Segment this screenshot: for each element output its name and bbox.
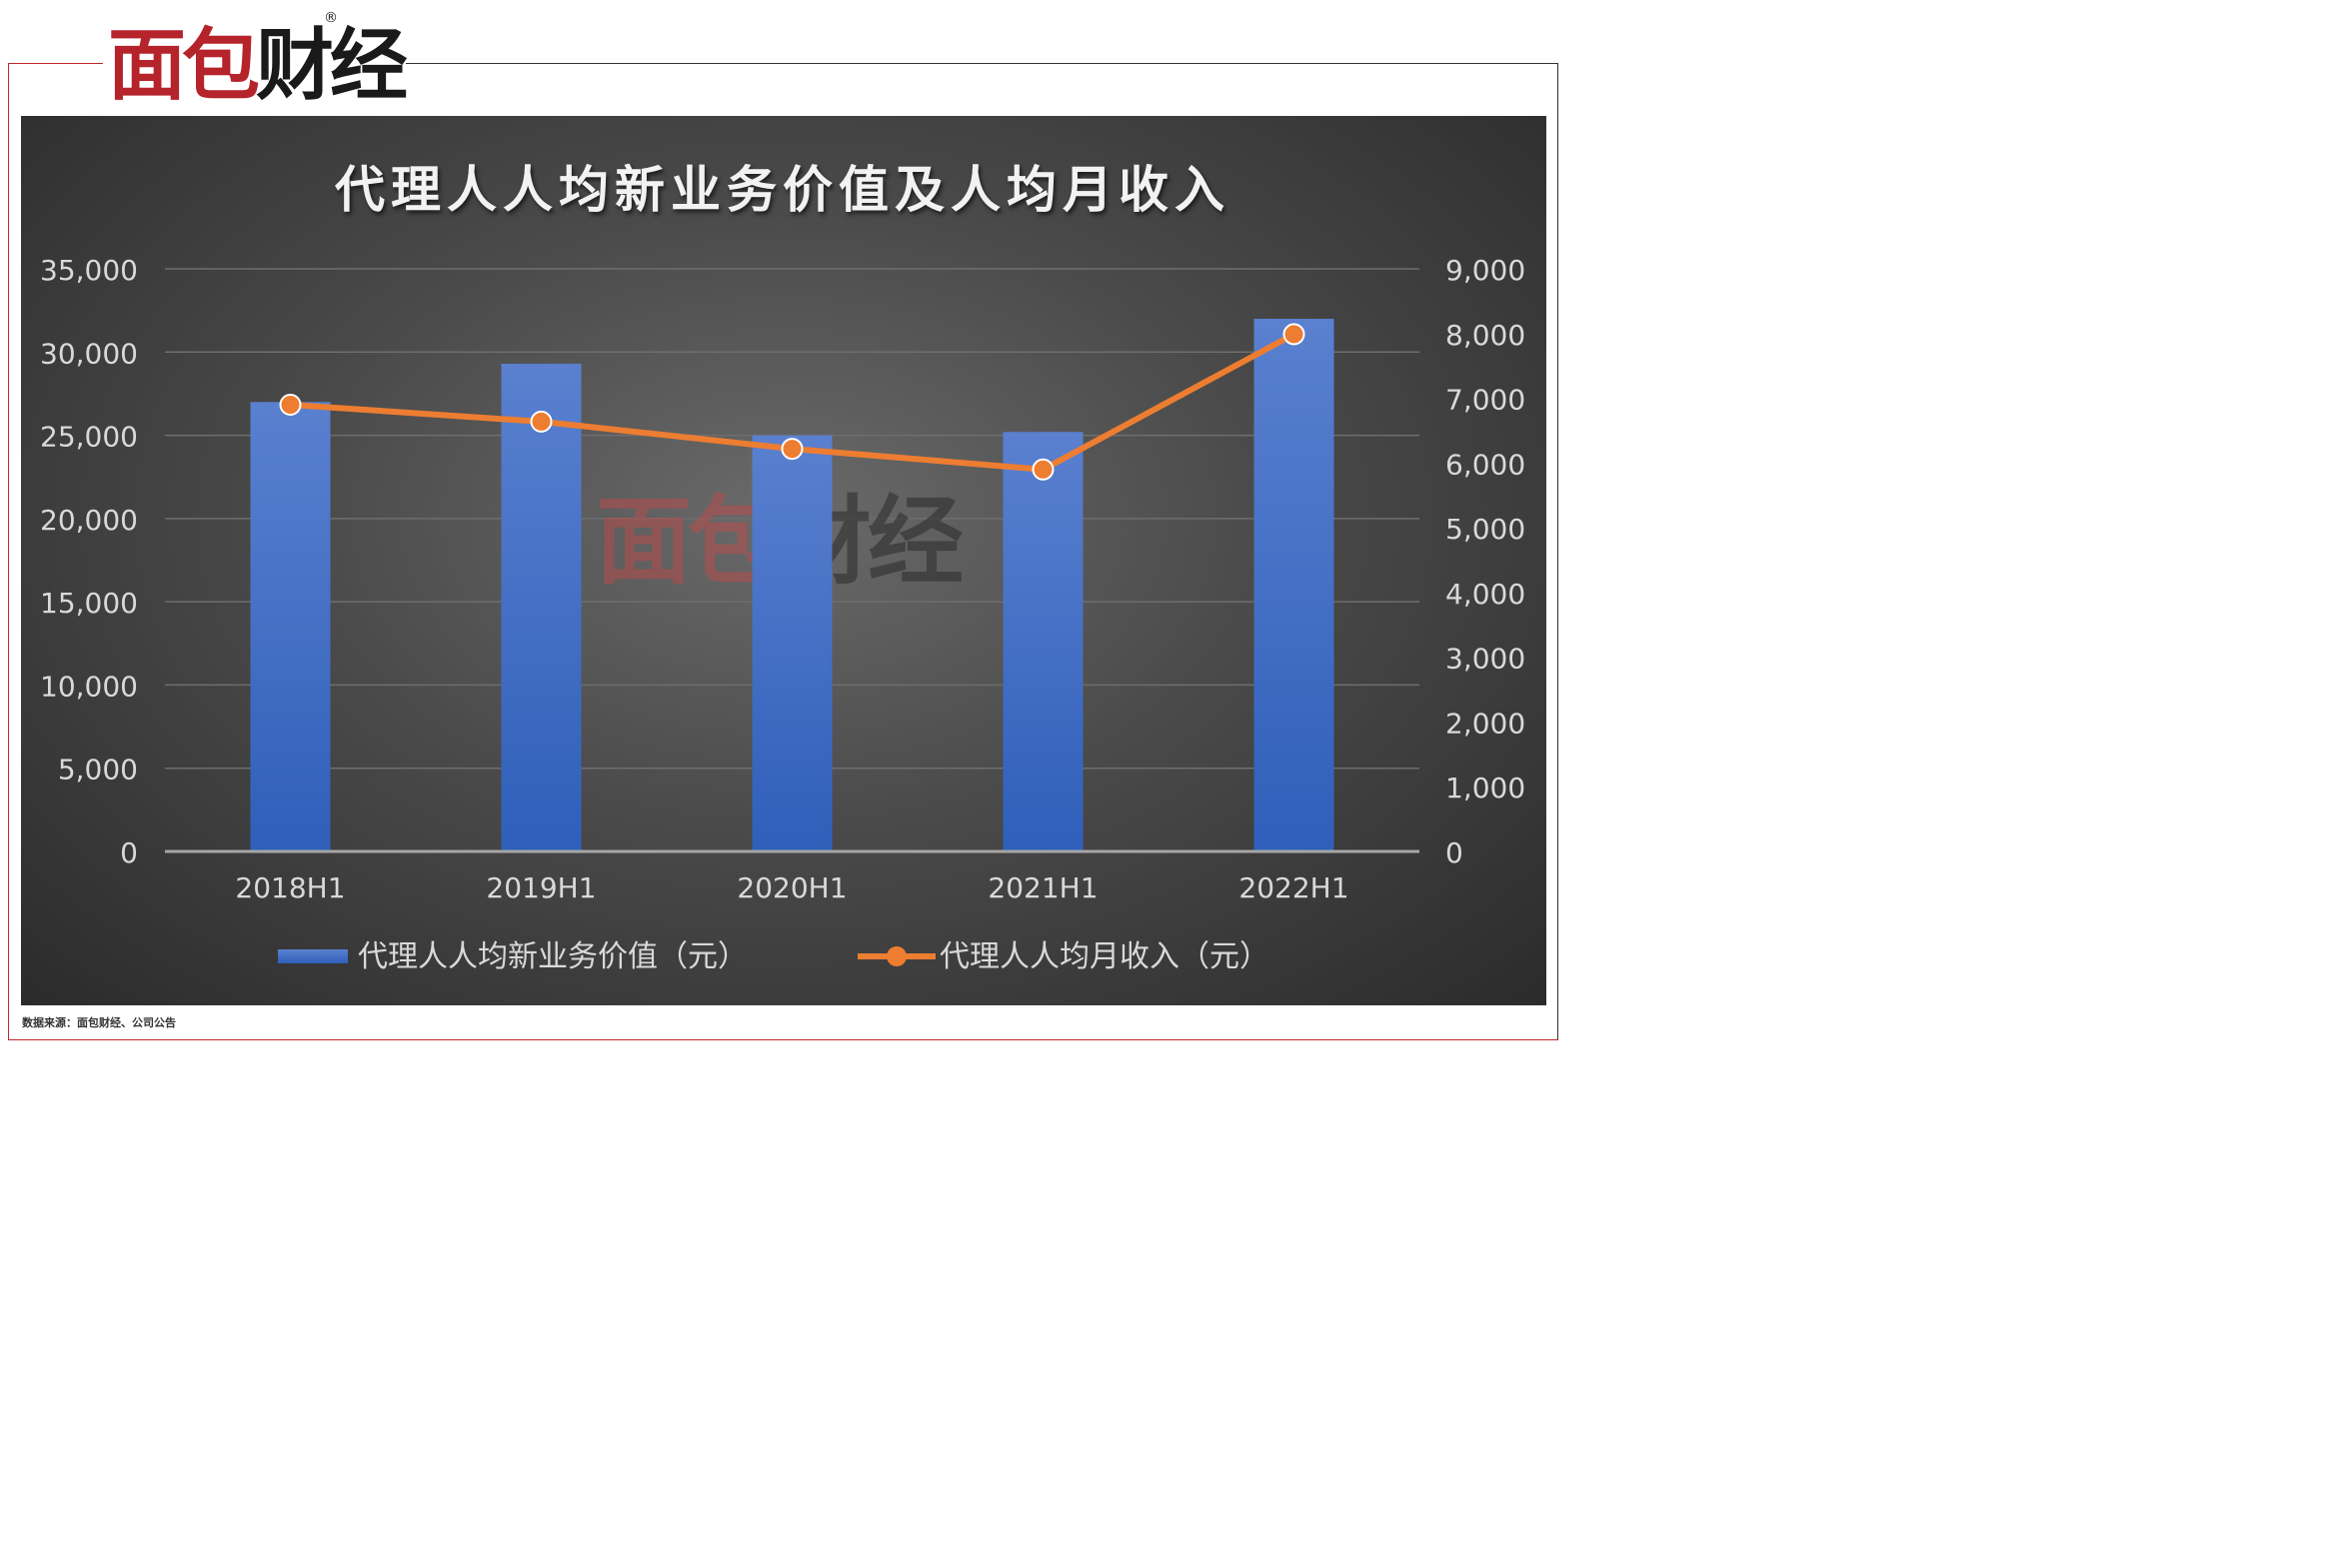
- y-right-tick-label: 6,000: [1445, 448, 1525, 481]
- x-tick-label: 2018H1: [235, 871, 345, 904]
- y-left-tick-label: 10,000: [40, 670, 138, 703]
- bar: [250, 402, 331, 851]
- chart-title: 代理人人均新业务价值及人均月收入: [335, 161, 1230, 219]
- line-point: [1032, 458, 1055, 481]
- y-left-tick-label: 15,000: [40, 587, 138, 620]
- registered-mark: ®: [324, 10, 338, 26]
- bar: [1253, 318, 1334, 851]
- y-left-tick-label: 5,000: [58, 754, 138, 786]
- logo-text-b: 财经: [256, 21, 408, 111]
- y-right-tick-label: 3,000: [1445, 643, 1525, 676]
- legend-swatch-point: [887, 946, 907, 966]
- frame-line-top-right: [406, 63, 1558, 64]
- y-left-tick-label: 25,000: [40, 421, 138, 454]
- line-point: [1282, 323, 1305, 346]
- line-point: [530, 410, 553, 433]
- y-right-tick-label: 8,000: [1445, 319, 1525, 352]
- bar: [752, 435, 833, 851]
- y-left-tick-label: 20,000: [40, 504, 138, 537]
- logo-wordmark: 面包财经: [108, 20, 408, 112]
- y-right-tick-label: 7,000: [1445, 384, 1525, 417]
- x-tick-label: 2021H1: [988, 871, 1098, 904]
- line-point: [781, 438, 804, 461]
- bar: [501, 363, 582, 851]
- legend-label-bar: 代理人人均新业务价值（元）: [358, 939, 748, 974]
- frame-line-left: [8, 63, 9, 1040]
- y-right-tick-label: 5,000: [1445, 513, 1525, 546]
- legend-swatch-bar: [278, 949, 348, 963]
- x-tick-label: 2022H1: [1238, 871, 1348, 904]
- frame-line-bottom: [8, 1039, 1558, 1040]
- x-tick-label: 2019H1: [486, 871, 596, 904]
- y-right-tick-label: 1,000: [1445, 772, 1525, 804]
- logo-text-a: 面包: [108, 21, 260, 111]
- frame-line-top-left: [8, 63, 103, 64]
- y-right-tick-label: 0: [1445, 836, 1463, 869]
- y-left-tick-label: 30,000: [40, 337, 138, 370]
- y-right-tick-label: 4,000: [1445, 578, 1525, 611]
- y-left-tick-label: 0: [120, 836, 138, 869]
- y-right-tick-label: 9,000: [1445, 254, 1525, 287]
- chart-canvas: 面包财经 05,00010,00015,00020,00025,00030,00…: [40, 254, 1525, 974]
- y-right-tick-label: 2,000: [1445, 707, 1525, 740]
- line-point: [279, 394, 302, 417]
- frame-line-right: [1557, 63, 1558, 1040]
- y-left-tick-label: 35,000: [40, 254, 138, 287]
- bar: [1003, 432, 1084, 851]
- x-tick-label: 2020H1: [737, 871, 847, 904]
- brand-logo: 面包财经 ®: [108, 10, 408, 111]
- source-note: 数据来源：面包财经、公司公告: [22, 1016, 176, 1029]
- legend-label-line: 代理人人均月收入（元）: [940, 939, 1269, 974]
